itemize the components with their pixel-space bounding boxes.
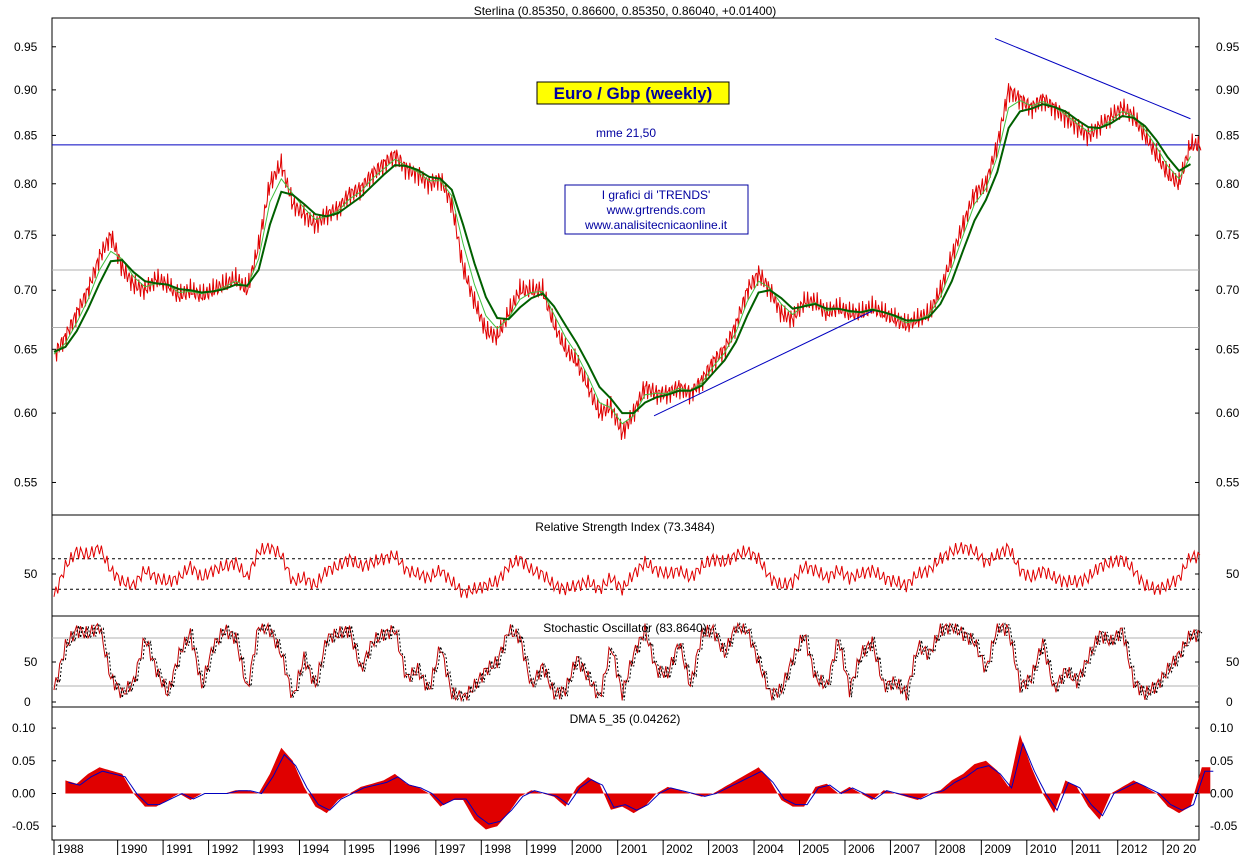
price-ytick-label-right: 0.90 (1216, 83, 1240, 97)
main-label-box (536, 81, 730, 105)
rsi-series-line (53, 542, 1201, 599)
price-ytick-label-left: 0.85 (14, 128, 38, 142)
dma-ytick-label-right: 0.05 (1210, 754, 1234, 768)
price-ytick-label-right: 0.55 (1216, 475, 1240, 489)
price-ytick-label-left: 0.65 (14, 342, 38, 356)
x-tick-label: 2006 (848, 842, 875, 855)
stochastic-ytick-label-right: 0 (1226, 695, 1233, 709)
x-tick-label: 2001 (621, 842, 648, 855)
x-tick-label: 2004 (757, 842, 784, 855)
x-tick-label: 1996 (393, 842, 420, 855)
price-layer (53, 37, 1202, 440)
stochastic-layer (53, 621, 1203, 703)
dma-panel-frame (51, 706, 1200, 841)
stochastic-title: Stochastic Oscillator (83.8640) (543, 621, 706, 635)
dma-ytick-label-left: 0.10 (12, 721, 36, 735)
x-tick-label: 1993 (257, 842, 284, 855)
price-series-line (53, 83, 1202, 440)
dma-ytick-label-left: 0.05 (12, 754, 36, 768)
dma-title: DMA 5_35 (0.04262) (570, 712, 681, 726)
x-tick-label: 2011 (1075, 842, 1101, 855)
dma-ytick-label-right: 0.10 (1210, 721, 1234, 735)
ma-slow-line (53, 103, 1192, 415)
grid-layer (52, 144, 1199, 687)
x-tick-label: 20 (1166, 842, 1180, 855)
trends-line-2: www.grtrends.com (606, 203, 706, 217)
rsi-layer (53, 542, 1201, 599)
price-ytick-label-right: 0.80 (1216, 177, 1240, 191)
x-tick-label: 2003 (712, 842, 739, 855)
x-tick-label: 20 (1183, 842, 1197, 855)
dma-signal-line (68, 741, 1214, 825)
x-tick-label: 2009 (984, 842, 1011, 855)
stochastic-signal-line (55, 621, 1203, 703)
price-ytick-label-right: 0.70 (1216, 283, 1240, 297)
mme-label: mme 21,50 (596, 126, 656, 140)
x-tick-label: 2012 (1121, 842, 1148, 855)
price-ytick-label-right: 0.75 (1216, 228, 1240, 242)
rsi-ytick-label-right: 50 (1226, 567, 1240, 581)
ma-fast-line (53, 100, 1191, 425)
price-ytick-label-left: 0.60 (14, 406, 38, 420)
x-tick-label: 1999 (530, 842, 557, 855)
dma-histogram-area (65, 734, 1211, 830)
x-tick-label: 2010 (1030, 842, 1057, 855)
price-ytick-label-left: 0.95 (14, 40, 38, 54)
x-tick-label: 1990 (121, 842, 148, 855)
rsi-ytick-label-left: 50 (24, 567, 38, 581)
stochastic-ytick-label-right: 50 (1226, 655, 1240, 669)
price-ytick-label-left: 0.75 (14, 228, 38, 242)
main-label: Euro / Gbp (weekly) (554, 84, 713, 103)
price-ytick-label-left: 0.70 (14, 283, 38, 297)
stochastic-ytick-label-left: 50 (24, 655, 38, 669)
x-tick-label: 2008 (939, 842, 966, 855)
x-tick-label: 1997 (439, 842, 466, 855)
x-tick-label: 1995 (348, 842, 375, 855)
dma-ytick-label-right: 0.00 (1210, 786, 1234, 800)
price-ytick-label-left: 0.90 (14, 83, 38, 97)
x-tick-label: 1998 (484, 842, 511, 855)
x-tick-label: 1988 (57, 842, 84, 855)
stochastic-ytick-label-left: 0 (24, 695, 31, 709)
price-ytick-label-right: 0.65 (1216, 342, 1240, 356)
price-ytick-label-right: 0.85 (1216, 128, 1240, 142)
trends-line-3: www.analisitecnicaonline.it (584, 218, 728, 232)
axis-layer: 0.55 0.55 0.60 0.60 0.65 0.65 0.70 0.70 0.75 0.75… (12, 40, 1240, 855)
x-tick-label: 1991 (166, 842, 193, 855)
price-ytick-label-left: 0.80 (14, 177, 38, 191)
price-ytick-label-left: 0.55 (14, 475, 38, 489)
trends-box (564, 184, 749, 235)
dma-ytick-label-right: -0.05 (1210, 819, 1238, 833)
rsi-title: Relative Strength Index (73.3484) (535, 520, 714, 534)
x-tick-label: 1992 (212, 842, 239, 855)
chart-header-title: Sterlina (0.85350, 0.86600, 0.85350, 0.8… (474, 4, 777, 18)
trendline-1 (653, 310, 873, 417)
dma-ytick-label-left: 0.00 (12, 786, 36, 800)
trends-line-1: I grafici di 'TRENDS' (602, 188, 711, 202)
price-ytick-label-right: 0.95 (1216, 40, 1240, 54)
x-tick-label: 2005 (803, 842, 830, 855)
trendline-2 (994, 37, 1191, 120)
x-tick-label: 1994 (302, 842, 329, 855)
x-tick-label: 2002 (666, 842, 693, 855)
stochastic-series-line (53, 621, 1201, 703)
dma-ytick-label-left: -0.05 (12, 819, 40, 833)
price-ytick-label-right: 0.60 (1216, 406, 1240, 420)
x-tick-label: 2000 (575, 842, 602, 855)
dma-layer (65, 734, 1214, 830)
x-tick-label: 2007 (893, 842, 920, 855)
